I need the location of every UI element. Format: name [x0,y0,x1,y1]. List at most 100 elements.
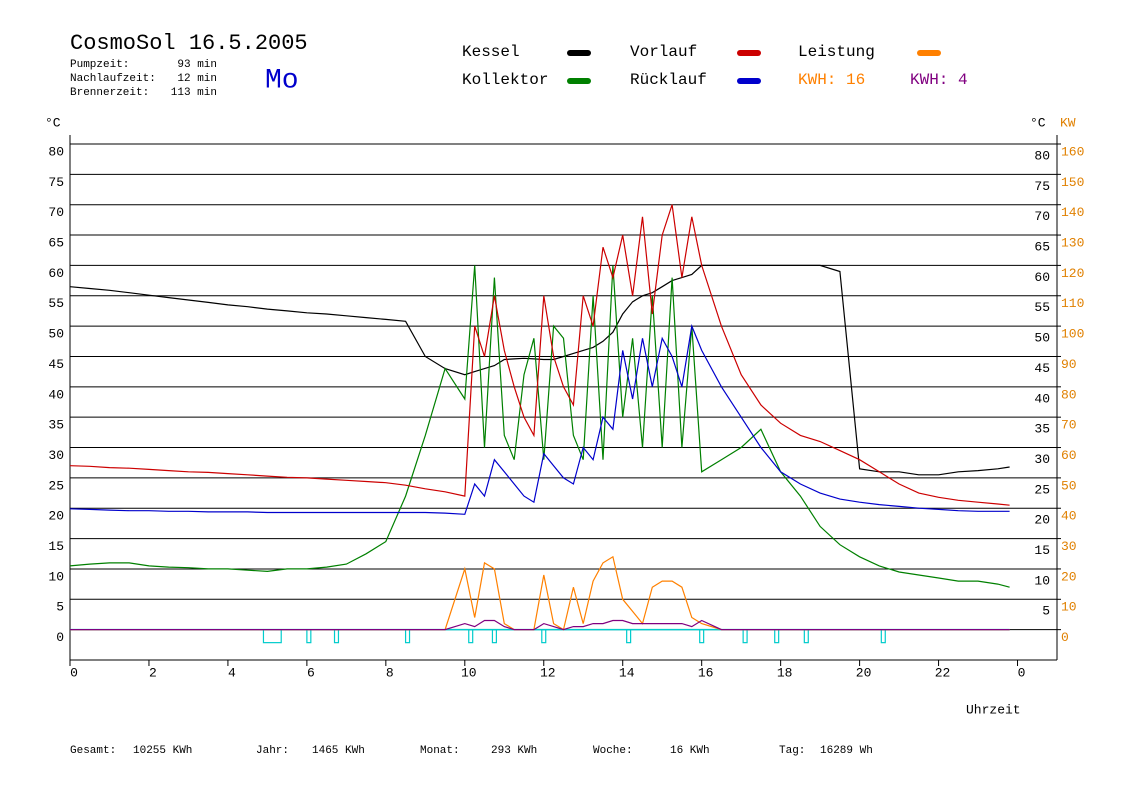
y-tick-label: 45 [48,357,64,372]
kwh-label: KWH: 16 [798,71,865,89]
footer-label: Tag: [779,745,805,757]
footer-label: Woche: [593,745,633,757]
y2-unit: KW [1060,115,1076,130]
y-tick-label: 75 [48,175,64,190]
y-tick-label-right: 60 [1034,270,1050,285]
series-line [69,265,1010,588]
y-tick-label-right: 15 [1034,543,1050,558]
y-tick-label-right: 70 [1034,209,1050,224]
footer-value: 1465 KWh [312,745,365,757]
x-tick-label: 2 [149,665,157,680]
y-tick-label-right: 30 [1034,452,1050,467]
y-tick-label-right: 25 [1034,482,1050,497]
y2-tick-label: 20 [1061,569,1077,584]
y-tick-label: 5 [56,600,64,615]
pump-interval [774,629,780,644]
y2-tick-label: 150 [1061,175,1084,190]
y2-tick-label: 10 [1061,600,1077,615]
info-label: Nachlaufzeit: [70,73,156,85]
series-line [69,204,1010,506]
info-label: Brennerzeit: [70,87,149,99]
pump-interval [262,629,282,644]
x-tick-label: 18 [777,665,793,680]
y-tick-label-right: 75 [1034,179,1050,194]
y2-tick-label: 160 [1061,144,1084,159]
legend-label: Kollektor [462,71,548,89]
x-tick-label: 14 [619,665,635,680]
legend-label: Rücklauf [630,71,707,89]
y2-tick-label: 60 [1061,448,1077,463]
y-tick-label: 10 [48,569,64,584]
x-tick-label: 8 [386,665,394,680]
pump-interval [541,629,547,644]
y-tick-label: 40 [48,387,64,402]
y-tick-label: 60 [48,266,64,281]
info-value: 93 min [177,59,217,71]
series-line [69,264,1010,476]
y2-tick-label: 90 [1061,357,1077,372]
pump-interval [699,629,705,644]
y2-tick-label: 100 [1061,327,1084,342]
x-tick-label: 22 [935,665,951,680]
y-unit-right: °C [1030,115,1046,130]
pump-interval [626,629,632,644]
x-tick-label: 6 [307,665,315,680]
y-tick-label: 20 [48,509,64,524]
y-tick-label-right: 10 [1034,573,1050,588]
y-tick-label: 50 [48,327,64,342]
y-tick-label-right: 50 [1034,331,1050,346]
x-tick-label: 10 [461,665,477,680]
kwh-label: KWH: 4 [910,71,968,89]
y-tick-label: 25 [48,478,64,493]
y-tick-label-right: 5 [1042,604,1050,619]
footer-label: Gesamt: [70,745,116,757]
pump-interval [491,629,497,644]
y2-tick-label: 50 [1061,478,1077,493]
y-tick-label: 15 [48,539,64,554]
y-tick-label: 80 [48,144,64,159]
y-tick-label-right: 20 [1034,513,1050,528]
y2-tick-label: 70 [1061,418,1077,433]
pump-interval [803,629,809,644]
x-tick-label: 12 [540,665,556,680]
y-tick-label-right: 45 [1034,361,1050,376]
weekday: Mo [265,65,299,96]
x-tick-label: 20 [856,665,872,680]
footer-label: Jahr: [256,745,289,757]
pump-interval [333,629,340,644]
x-tick-label: 0 [70,665,78,680]
x-tick-label: 4 [228,665,236,680]
series-line [70,619,1010,631]
y2-tick-label: 40 [1061,509,1077,524]
y-tick-label: 35 [48,418,64,433]
y-tick-label: 30 [48,448,64,463]
y2-tick-label: 120 [1061,266,1084,281]
legend-label: Vorlauf [630,43,697,61]
legend-label: Kessel [462,43,520,61]
footer-value: 16 KWh [670,745,710,757]
pump-interval [880,629,886,644]
pump-interval [468,629,474,644]
y-tick-label-right: 35 [1034,422,1050,437]
series-line [70,555,1010,631]
footer-value: 16289 Wh [820,745,873,757]
chart-title: CosmoSol 16.5.2005 [70,31,308,56]
info-value: 113 min [171,87,217,99]
y-tick-label-right: 65 [1034,239,1050,254]
y2-tick-label: 140 [1061,205,1084,220]
pump-interval [404,629,411,644]
x-axis-label: Uhrzeit [966,702,1021,717]
y-unit: °C [45,115,61,130]
y2-tick-label: 130 [1061,235,1084,250]
y-tick-label: 70 [48,205,64,220]
series-line [69,323,1010,515]
footer-label: Monat: [420,745,460,757]
pump-interval [306,629,312,644]
y-tick-label-right: 55 [1034,300,1050,315]
y2-tick-label: 30 [1061,539,1077,554]
pump-interval [742,629,748,644]
y-tick-label: 0 [56,630,64,645]
info-label: Pumpzeit: [70,59,129,71]
y-tick-label: 55 [48,296,64,311]
